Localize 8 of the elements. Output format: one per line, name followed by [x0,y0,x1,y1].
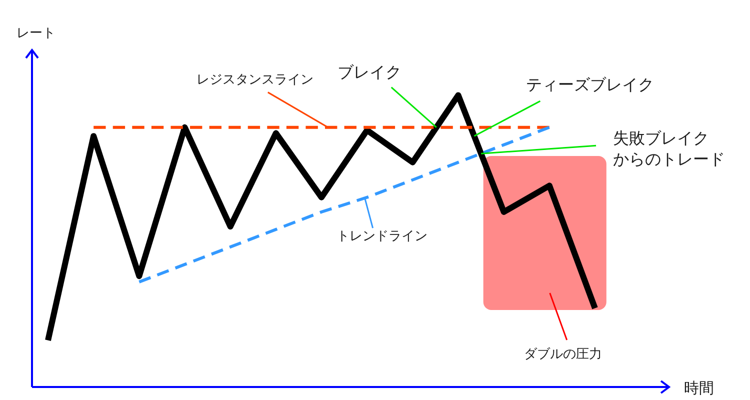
series-label: レジスタンスライン [196,72,314,88]
ylabel: レート [16,26,56,41]
annotation: ティーズブレイク [526,75,654,94]
xlabel: 時間 [684,379,714,397]
annotation: 失敗ブレイクからのトレード [613,128,726,168]
annotation: ダブルの圧力 [524,347,602,362]
annotation: ブレイク [337,62,402,82]
series-label: トレンドライン [336,229,428,244]
